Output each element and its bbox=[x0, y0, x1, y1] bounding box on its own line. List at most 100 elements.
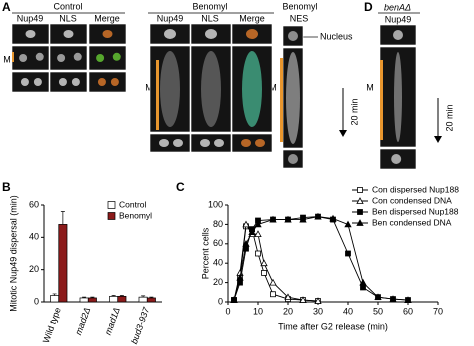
bar bbox=[87, 297, 97, 303]
x-tick-label: 0 bbox=[225, 306, 230, 316]
micrograph bbox=[88, 71, 127, 93]
marker bbox=[389, 295, 397, 302]
marker bbox=[357, 209, 363, 215]
x-tick-label: 40 bbox=[343, 306, 353, 316]
cell-signal bbox=[63, 30, 74, 38]
cell-signal bbox=[173, 139, 183, 147]
error-bar bbox=[52, 293, 57, 296]
cell-signal bbox=[200, 139, 210, 147]
marker bbox=[404, 296, 412, 303]
marker bbox=[255, 250, 261, 257]
marker bbox=[299, 296, 307, 303]
error-bar bbox=[60, 211, 65, 225]
y-axis-label: Mitotic Nup49 dispersal (min) bbox=[8, 195, 18, 312]
marker bbox=[242, 220, 250, 228]
cell-signal bbox=[102, 30, 113, 38]
panel-label: D bbox=[364, 0, 373, 14]
bar bbox=[50, 295, 60, 303]
y-tick-label: 100 bbox=[208, 199, 223, 209]
cell-signal bbox=[57, 54, 66, 62]
cell-signal bbox=[242, 51, 262, 127]
cell-signal bbox=[288, 31, 298, 41]
column-label: Nup49 bbox=[157, 13, 184, 23]
x-tick-label: 20 bbox=[283, 306, 293, 316]
micrograph bbox=[149, 133, 191, 153]
cell-signal bbox=[71, 78, 80, 86]
legend-label: Control bbox=[119, 199, 147, 209]
series-line bbox=[233, 225, 319, 302]
arrow-head bbox=[339, 130, 347, 137]
y-tick-label: 20 bbox=[213, 277, 223, 287]
callout: Nucleus bbox=[320, 31, 353, 41]
cell-signal bbox=[97, 78, 106, 86]
legend-label: Ben condensed DNA bbox=[372, 217, 452, 227]
cell-signal bbox=[160, 51, 180, 127]
cell-signal bbox=[164, 29, 176, 39]
column-label: Merge bbox=[94, 13, 120, 23]
group-title: Benomyl bbox=[282, 1, 317, 11]
cell-signal bbox=[241, 139, 251, 147]
cell-signal bbox=[110, 78, 119, 86]
cell-signal bbox=[394, 52, 402, 142]
series-line bbox=[233, 223, 319, 302]
x-tick-label: 10 bbox=[253, 306, 263, 316]
marker bbox=[314, 297, 322, 304]
marker bbox=[269, 215, 277, 223]
marker bbox=[284, 215, 292, 223]
legend-swatch bbox=[107, 212, 116, 220]
cell-signal bbox=[96, 54, 105, 62]
cell-signal bbox=[201, 51, 221, 127]
panel-label: A bbox=[2, 0, 11, 14]
row-label: M bbox=[3, 54, 11, 64]
bar bbox=[109, 295, 119, 303]
x-tick-label: Wild type bbox=[41, 306, 63, 344]
error-bar bbox=[141, 295, 146, 298]
y-tick-label: 60 bbox=[29, 199, 39, 209]
row-label: M bbox=[366, 82, 374, 92]
bar bbox=[146, 297, 156, 303]
cell-signal bbox=[205, 29, 217, 39]
marker bbox=[345, 250, 351, 257]
error-bar bbox=[119, 295, 124, 297]
panel-label: B bbox=[2, 180, 11, 194]
bar bbox=[79, 297, 89, 303]
group-title: Control bbox=[53, 1, 82, 11]
series-line bbox=[233, 216, 409, 301]
legend-label: Ben dispersed Nup188 bbox=[372, 206, 459, 216]
marker bbox=[260, 259, 268, 267]
cell-signal bbox=[112, 52, 121, 61]
marker bbox=[374, 293, 382, 301]
marker bbox=[236, 273, 244, 281]
marker bbox=[356, 219, 364, 226]
error-bar bbox=[111, 295, 116, 297]
column-label: Nup49 bbox=[17, 13, 44, 23]
cell-signal bbox=[246, 29, 258, 39]
marker bbox=[242, 239, 250, 247]
strain-label: benAΔ bbox=[384, 2, 411, 12]
cell-signal bbox=[58, 78, 67, 86]
time-scale: 20 min bbox=[349, 98, 359, 125]
marker bbox=[261, 269, 267, 276]
cell-signal bbox=[288, 154, 298, 164]
error-bar bbox=[149, 296, 154, 298]
y-tick-label: 0 bbox=[218, 296, 223, 306]
marker bbox=[248, 228, 256, 236]
arrow-head bbox=[434, 136, 442, 143]
cell-signal bbox=[393, 30, 403, 40]
time-scale: 20 min bbox=[444, 104, 454, 131]
x-tick-label: 50 bbox=[373, 306, 383, 316]
mitosis-bar bbox=[156, 60, 159, 130]
cell-signal bbox=[286, 52, 300, 144]
column-label: Nup49 bbox=[385, 14, 412, 24]
marker bbox=[254, 230, 262, 237]
micrograph bbox=[49, 71, 88, 93]
marker bbox=[344, 220, 352, 228]
column-label: NES bbox=[290, 13, 309, 23]
x-tick-label: 30 bbox=[313, 306, 323, 316]
x-tick-label: 60 bbox=[403, 306, 413, 316]
marker bbox=[230, 296, 238, 303]
cell-signal bbox=[391, 154, 402, 164]
x-tick-label: bud3-937 bbox=[129, 305, 152, 345]
mitosis-bar bbox=[380, 60, 383, 140]
